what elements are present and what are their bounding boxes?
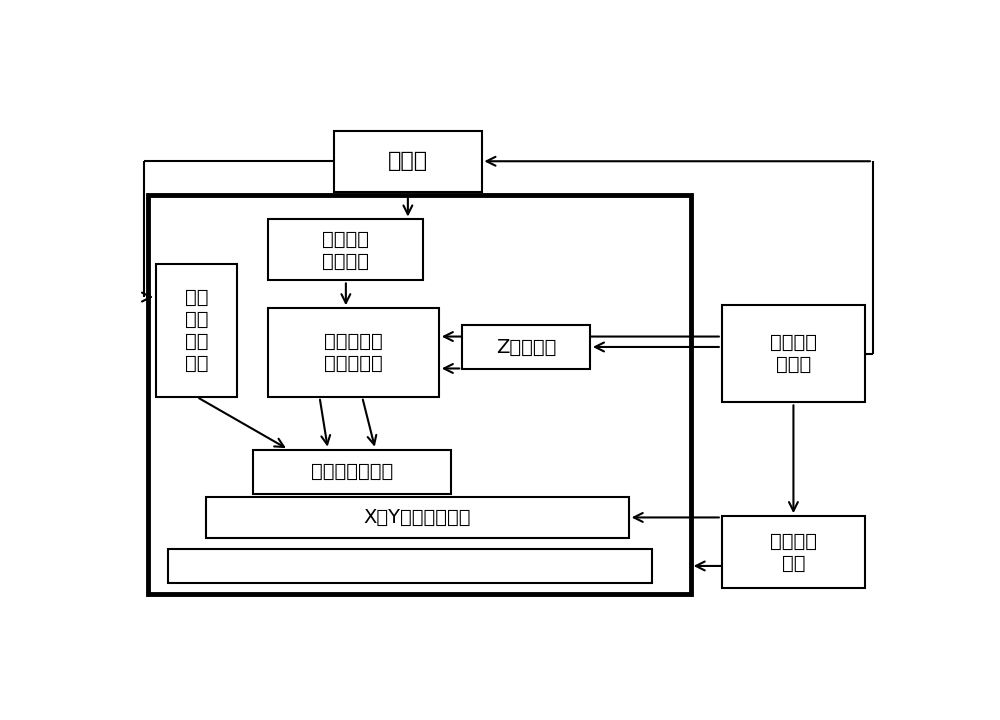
Bar: [168, 549, 652, 582]
Text: Z向运动轴: Z向运动轴: [496, 338, 556, 356]
Bar: [268, 220, 423, 280]
Bar: [722, 305, 865, 402]
Bar: [148, 194, 691, 594]
Text: 焊接工件及夹具: 焊接工件及夹具: [311, 462, 393, 481]
Text: 激光整形
传输系统: 激光整形 传输系统: [322, 230, 369, 271]
Text: X、Y两维数控平台: X、Y两维数控平台: [364, 508, 471, 527]
Bar: [268, 308, 439, 397]
Text: 计算机控
制系统: 计算机控 制系统: [770, 333, 817, 374]
Bar: [722, 516, 865, 588]
Bar: [253, 449, 450, 494]
Bar: [462, 325, 590, 369]
Bar: [206, 497, 629, 539]
Text: 激光器: 激光器: [388, 151, 428, 171]
Bar: [156, 264, 237, 397]
Text: 激光动态聚
焦扫描系统: 激光动态聚 焦扫描系统: [324, 332, 383, 373]
Text: 视觉
检测
定位
系统: 视觉 检测 定位 系统: [185, 288, 208, 373]
Bar: [334, 131, 482, 192]
Text: 焊接净化
系统: 焊接净化 系统: [770, 531, 817, 572]
